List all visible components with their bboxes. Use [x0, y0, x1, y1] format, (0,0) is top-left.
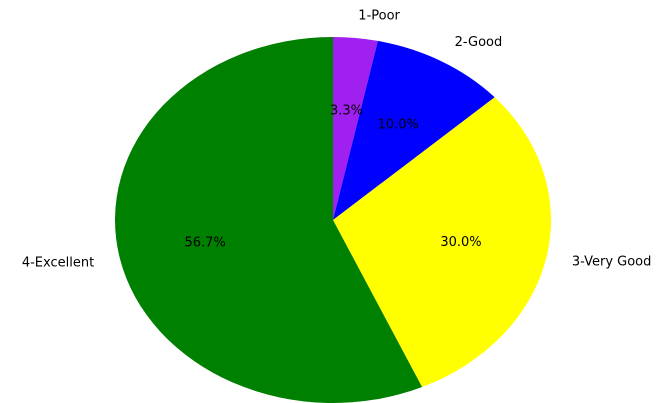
category-labels: 1-Poor 2-Good 3-Very Good 4-Excellent [22, 9, 652, 271]
percent-labels: 3.3% 10.0% 30.0% 56.7% [184, 103, 481, 250]
percent-label: 10.0% [378, 117, 419, 132]
category-label: 3-Very Good [572, 255, 652, 270]
pie-slices [114, 37, 552, 403]
category-label: 4-Excellent [22, 255, 94, 270]
category-label: 2-Good [455, 35, 503, 50]
percent-label: 3.3% [330, 103, 363, 118]
pie-slice-4-excellent [114, 37, 423, 403]
pie-slice-1-poor [333, 37, 378, 220]
pie-slice-3-very-good [333, 97, 552, 388]
percent-label: 30.0% [440, 235, 481, 250]
pie-slice-2-good [333, 40, 495, 220]
category-label: 1-Poor [358, 9, 400, 24]
percent-label: 56.7% [184, 235, 225, 250]
